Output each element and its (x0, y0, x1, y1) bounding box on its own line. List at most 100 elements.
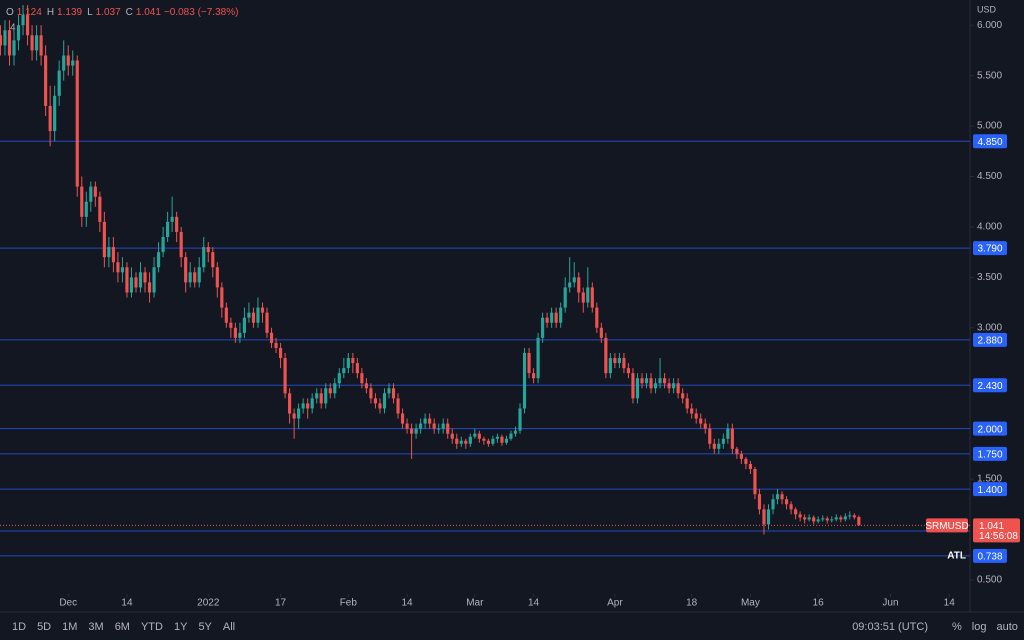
candle-body (62, 55, 66, 71)
legend-item: 1.139 (57, 7, 82, 18)
candle-body (455, 438, 459, 444)
candle-body (518, 408, 522, 431)
candle-body (269, 332, 274, 343)
candle-body (53, 95, 57, 132)
candle-body (852, 515, 856, 518)
candle-body (812, 517, 816, 522)
candle-body (107, 247, 111, 258)
candle-body (98, 196, 102, 222)
candle-body (419, 423, 423, 429)
candle-body (821, 518, 825, 520)
candle-body (766, 509, 771, 525)
candle-body (233, 327, 237, 338)
range-button[interactable]: All (223, 621, 235, 633)
option-button[interactable]: log (972, 621, 987, 633)
candle-body (414, 428, 418, 434)
candle-body (626, 368, 631, 374)
candle-body (75, 60, 79, 187)
range-button[interactable]: 1M (62, 621, 77, 633)
candle-body (12, 40, 16, 56)
candle-body (509, 433, 513, 439)
candle-body (495, 436, 500, 439)
x-tick-label: 14 (528, 598, 540, 609)
candle-body (360, 373, 364, 384)
x-tick-label: 14 (944, 598, 956, 609)
x-tick-label: 14 (121, 598, 133, 609)
range-button[interactable]: 5Y (198, 621, 212, 633)
candle-body (522, 352, 527, 409)
candle-body (7, 30, 12, 56)
candle-body (504, 438, 509, 443)
candle-body (550, 312, 554, 323)
candle-body (699, 418, 703, 424)
candle-body (473, 433, 477, 437)
candle-body (102, 221, 106, 258)
candle-body (71, 60, 75, 66)
option-button[interactable]: % (952, 621, 962, 633)
candle-body (256, 307, 260, 323)
candle-body (116, 262, 120, 273)
candle-body (581, 292, 585, 303)
price-label: 1.041 (979, 521, 1004, 532)
range-button[interactable]: 5D (37, 621, 51, 633)
candle-body (568, 282, 572, 288)
candle-body (260, 307, 265, 313)
candle-body (735, 448, 739, 454)
range-button[interactable]: 1D (12, 621, 26, 633)
range-button[interactable]: 1Y (174, 621, 188, 633)
candle-body (545, 317, 549, 323)
candle-body (152, 267, 156, 293)
candle-body (391, 388, 396, 399)
candle-body (328, 388, 332, 394)
candle-body (188, 272, 192, 283)
legend-item: C (126, 7, 133, 18)
legend: O 1.124 H 1.139 L 1.037 C 1.041 −0.083 (−7.38%) (6, 7, 238, 18)
candle-body (572, 277, 576, 283)
level-badge (973, 332, 1007, 347)
x-tick-label: 2022 (197, 598, 220, 609)
candle-body (531, 373, 536, 379)
level-badge (973, 241, 1007, 256)
candle-body (0, 35, 3, 46)
candle-body (762, 509, 766, 525)
level-note: ATL (947, 551, 966, 562)
candle-body (405, 423, 409, 429)
symbol-label: SRMUSD (925, 521, 968, 532)
candle-body (129, 277, 134, 293)
level-label: 2.000 (977, 424, 1002, 435)
candle-body (676, 383, 680, 394)
candle-body (179, 231, 183, 258)
candle-body (251, 312, 256, 323)
legend-item: H (47, 7, 54, 18)
candle-body (224, 307, 228, 323)
candle-body (111, 247, 115, 263)
level-badge (973, 378, 1007, 393)
candle-body (586, 287, 590, 303)
candle-body (215, 267, 219, 288)
candle-body (364, 383, 368, 389)
level-badge (973, 482, 1007, 497)
candle-body (238, 332, 242, 338)
candle-body (120, 267, 125, 273)
range-button[interactable]: 3M (88, 621, 103, 633)
range-button[interactable]: YTD (141, 621, 163, 633)
candle-body (428, 418, 432, 424)
level-badge (973, 421, 1007, 436)
candle-body (784, 499, 789, 505)
legend-item: 1.037 (96, 7, 121, 18)
level-label: 0.738 (977, 552, 1002, 563)
candle-body (66, 55, 70, 66)
candle-body (306, 403, 310, 409)
candle-body (369, 388, 373, 399)
range-button[interactable]: 6M (115, 621, 130, 633)
level-label: 4.850 (977, 137, 1002, 148)
candle-body (175, 216, 179, 232)
candle-body (672, 383, 676, 389)
candle-body (437, 428, 441, 430)
x-tick-label: Apr (607, 598, 623, 609)
candle-body (333, 383, 337, 394)
candle-body (278, 347, 283, 359)
candle-body (143, 272, 147, 283)
candle-body (604, 337, 608, 374)
option-button[interactable]: auto (996, 621, 1017, 633)
